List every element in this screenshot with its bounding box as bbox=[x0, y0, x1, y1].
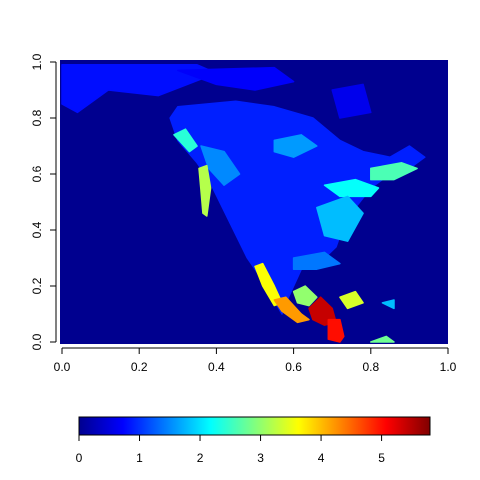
x-tick-label: 1.0 bbox=[440, 360, 457, 374]
heatmap-region-caribbean-west bbox=[339, 290, 364, 310]
heatmap-region-caribbean-isles bbox=[381, 299, 395, 310]
y-axis: 0.0 0.2 0.4 0.6 0.8 1.0 bbox=[30, 53, 57, 350]
x-tick-label: 0.8 bbox=[362, 360, 379, 374]
heatmap-region-pacific-coast bbox=[198, 164, 212, 217]
heatmap-region-great-lakes bbox=[323, 178, 380, 198]
heatmap-region-mexico-west bbox=[273, 296, 310, 324]
colorbar-tick-label: 3 bbox=[257, 451, 264, 465]
y-tick-label: 0.8 bbox=[30, 109, 44, 126]
colorbar-tick-label: 1 bbox=[136, 451, 143, 465]
heatmap-region-western-canada-high bbox=[200, 145, 241, 186]
y-tick-label: 0.0 bbox=[30, 333, 44, 350]
heatmap-regions bbox=[61, 64, 426, 343]
colorbar-tick-label: 4 bbox=[318, 451, 325, 465]
heatmap-region-eastern-usa bbox=[316, 195, 364, 242]
heatmap-region-arctic-islands bbox=[177, 66, 295, 91]
y-tick-label: 0.2 bbox=[30, 277, 44, 294]
heatmap-region-arctic-north bbox=[61, 64, 218, 114]
heatmap-region-alaska-coast bbox=[173, 128, 198, 153]
colorbar: 0 1 2 3 4 5 bbox=[76, 416, 431, 465]
colorbar-tick-label: 2 bbox=[197, 451, 204, 465]
y-tick-label: 1.0 bbox=[30, 53, 44, 70]
y-tick-label: 0.6 bbox=[30, 165, 44, 182]
colorbar-tick-label: 5 bbox=[378, 451, 385, 465]
x-tick-label: 0.6 bbox=[285, 360, 302, 374]
x-axis: 0.0 0.2 0.4 0.6 0.8 1.0 bbox=[54, 347, 457, 374]
heatmap-region-st-lawrence bbox=[370, 162, 418, 181]
x-tick-label: 0.2 bbox=[131, 360, 148, 374]
x-tick-label: 0.0 bbox=[54, 360, 71, 374]
plot-area bbox=[60, 60, 448, 344]
heatmap-region-hudson-bay-fringe bbox=[273, 134, 318, 158]
heatmap-region-central-america-tip bbox=[327, 318, 345, 343]
colorbar-ramp bbox=[78, 416, 431, 436]
colorbar-ticks: 0 1 2 3 4 5 bbox=[76, 435, 385, 465]
x-tick-label: 0.4 bbox=[208, 360, 225, 374]
y-tick-label: 0.4 bbox=[30, 221, 44, 238]
heatmap-region-gulf-coast bbox=[292, 251, 341, 270]
colorbar-tick-label: 0 bbox=[76, 451, 83, 465]
heatmap-region-caribbean-east bbox=[370, 335, 395, 343]
heatmap-region-greenland-coast bbox=[331, 83, 372, 119]
heatmap-region-mexico-coast bbox=[292, 285, 318, 307]
